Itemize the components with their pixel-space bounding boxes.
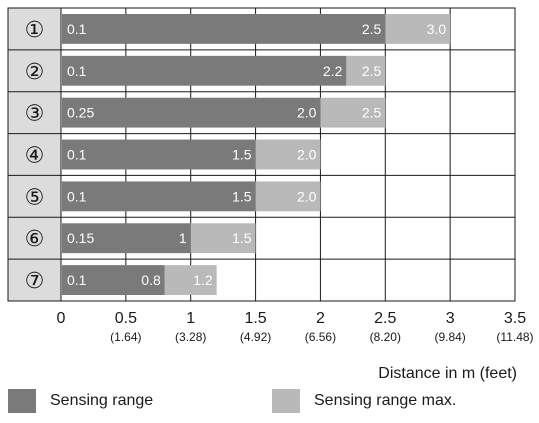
plot-border	[60, 7, 516, 302]
x-tick-feet-label: (6.56)	[305, 330, 336, 344]
x-tick-feet-label: (8.20)	[370, 330, 401, 344]
bar-end-label: 2.0	[297, 105, 317, 121]
bar-sensing-range-max	[346, 55, 386, 86]
x-tick-feet-label: (1.64)	[110, 330, 141, 344]
x-tick-label: 0	[57, 310, 66, 327]
bar-sensing-range	[62, 14, 386, 44]
row-label-background	[7, 7, 62, 302]
row-label-3: ③	[25, 102, 45, 127]
bar-start-label: 0.1	[67, 21, 87, 37]
x-tick-label: 0.5	[115, 310, 137, 327]
bar-max-label: 3.0	[427, 21, 447, 37]
bar-sensing-range	[62, 223, 191, 254]
bar-sensing-range-max	[190, 223, 256, 254]
bar-max-label: 1.5	[232, 230, 252, 246]
x-tick-label: 3.5	[504, 310, 526, 327]
bar-sensing-range	[62, 265, 165, 295]
bar-sensing-range	[62, 97, 321, 128]
x-tick-label: 2	[316, 310, 325, 327]
bar-sensing-range-max	[255, 181, 321, 212]
bar-end-label: 0.8	[141, 272, 161, 288]
row-label-4: ④	[25, 144, 45, 169]
bar-start-label: 0.25	[67, 105, 94, 121]
bar-sensing-range-max	[164, 265, 217, 295]
bar-sensing-range-max	[385, 14, 451, 44]
x-tick-feet-label: (4.92)	[240, 330, 271, 344]
bar-sensing-range	[62, 55, 347, 86]
x-axis-label: Distance in m (feet)	[378, 365, 517, 382]
bar-sensing-range	[62, 181, 256, 212]
x-axis-ticks: 0 0.5 1 1.5 2 2.5 3 3.5 (1.64) (3.28) (4.92) (6.56)…	[57, 310, 534, 344]
bar-start-label: 0.1	[67, 63, 87, 79]
bar-end-label: 1.5	[232, 147, 252, 163]
x-tick-feet-label: (3.28)	[175, 330, 206, 344]
bar-sensing-range-max	[255, 139, 321, 170]
row-label-2: ②	[25, 60, 45, 85]
legend-label-sensing-range: Sensing range	[50, 392, 154, 409]
row-label-6: ⑥	[25, 227, 45, 252]
row-label-1: ①	[25, 18, 45, 43]
row-label-5: ⑤	[25, 185, 45, 210]
bar-start-label: 0.1	[67, 147, 87, 163]
legend-sensing-range: Sensing range	[8, 389, 153, 413]
bar-start-label: 0.15	[67, 230, 94, 246]
x-tick-feet-label: (11.48)	[496, 330, 533, 344]
bar-max-label: 2.5	[362, 63, 382, 79]
legend-swatch-sensing-range-max	[272, 389, 300, 413]
x-tick-feet-label: (9.84)	[434, 330, 465, 344]
row-label-7: ⑦	[25, 269, 45, 294]
legend-sensing-range-max: Sensing range max.	[272, 389, 456, 413]
bar-group: 0.1 2.5 3.0 0.1 2.2 2.5 0.25 2.0 2.5 0.1 1.5 2.0 0.1…	[62, 14, 451, 295]
bar-max-label: 2.0	[297, 147, 317, 163]
row-label-column: ① ② ③ ④ ⑤ ⑥ ⑦	[7, 7, 62, 302]
bar-end-label: 2.5	[362, 21, 382, 37]
bar-end-label: 1	[179, 230, 187, 246]
x-tick-label: 2.5	[374, 310, 396, 327]
x-tick-label: 1.5	[244, 310, 266, 327]
bar-sensing-range	[62, 139, 256, 170]
bar-start-label: 0.1	[67, 272, 87, 288]
legend-label-sensing-range-max: Sensing range max.	[314, 392, 457, 409]
bar-max-label: 2.0	[297, 188, 317, 204]
bar-max-label: 1.2	[193, 272, 213, 288]
bar-max-label: 2.5	[362, 105, 382, 121]
bar-sensing-range-max	[320, 97, 386, 128]
x-tick-label: 3	[446, 310, 455, 327]
x-tick-label: 1	[186, 310, 195, 327]
bar-end-label: 1.5	[232, 188, 252, 204]
bar-end-label: 2.2	[323, 63, 343, 79]
bar-start-label: 0.1	[67, 188, 87, 204]
legend-swatch-sensing-range	[8, 389, 36, 413]
